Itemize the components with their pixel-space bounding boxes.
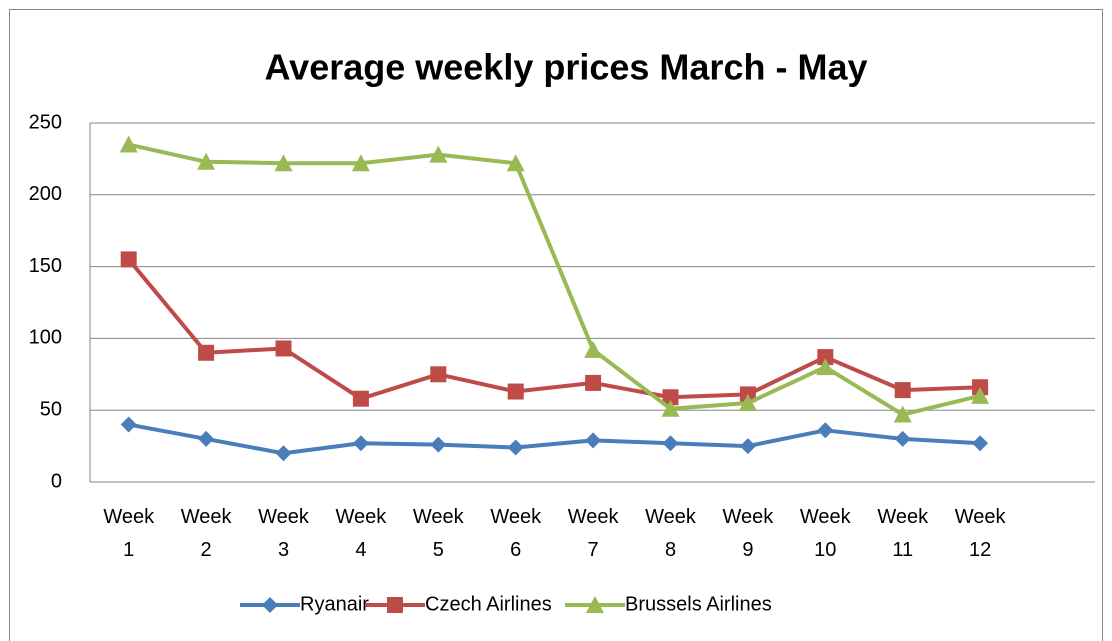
chart-title: Average weekly prices March - May	[265, 47, 868, 88]
marker	[816, 358, 835, 376]
marker	[197, 152, 216, 170]
marker	[198, 430, 215, 447]
marker	[585, 432, 602, 449]
marker	[585, 374, 602, 391]
legend-label: Brussels Airlines	[625, 593, 772, 615]
x-tick-label: Week 9	[723, 506, 775, 561]
marker	[275, 445, 292, 462]
y-tick-label: 200	[29, 183, 62, 205]
marker	[661, 399, 680, 417]
marker	[198, 344, 215, 361]
marker	[506, 154, 525, 172]
marker	[586, 596, 604, 613]
legend-label: Ryanair	[300, 593, 369, 615]
marker	[352, 435, 369, 452]
y-tick-label: 150	[29, 255, 62, 277]
marker	[120, 416, 137, 433]
marker	[351, 154, 370, 172]
x-tick-label: Week 12	[955, 506, 1007, 561]
marker	[739, 438, 756, 455]
marker	[430, 366, 447, 383]
y-tick-label: 50	[40, 398, 62, 420]
x-tick-label: Week 7	[568, 506, 620, 561]
x-tick-label: Week 10	[800, 506, 852, 561]
marker	[894, 382, 911, 399]
marker	[972, 435, 989, 452]
marker	[120, 251, 137, 268]
marker	[352, 390, 369, 407]
y-tick-label: 0	[51, 470, 62, 492]
marker	[119, 135, 138, 153]
marker	[507, 439, 524, 456]
legend-item: Czech Airlines	[365, 593, 552, 615]
marker	[662, 389, 679, 406]
y-tick-label: 250	[29, 111, 62, 133]
x-tick-label: Week 6	[490, 506, 542, 561]
chart-frame	[9, 9, 1103, 641]
marker	[262, 597, 278, 613]
marker	[971, 386, 990, 404]
legend-item: Brussels Airlines	[565, 593, 772, 615]
marker	[507, 383, 524, 400]
series-line	[127, 258, 981, 401]
marker	[894, 430, 911, 447]
y-tick-label: 100	[29, 327, 62, 349]
x-tick-label: Week 5	[413, 506, 465, 561]
marker	[387, 597, 403, 613]
marker	[430, 436, 447, 453]
marker	[662, 435, 679, 452]
x-tick-label: Week 3	[258, 506, 310, 561]
marker	[275, 340, 292, 357]
marker	[274, 154, 293, 172]
marker	[817, 349, 834, 366]
series-line	[128, 142, 981, 417]
marker	[429, 145, 448, 163]
marker	[893, 405, 912, 423]
x-tick-label: Week 11	[877, 506, 929, 561]
x-tick-label: Week 4	[336, 506, 388, 561]
series-line	[128, 422, 981, 456]
x-tick-label: Week 2	[181, 506, 233, 561]
legend-item: Ryanair	[240, 593, 369, 615]
x-tick-label: Week 8	[645, 506, 697, 561]
marker	[817, 422, 834, 439]
legend-label: Czech Airlines	[425, 593, 552, 615]
marker	[584, 340, 603, 358]
marker	[738, 394, 757, 412]
x-tick-label: Week 1	[103, 506, 155, 561]
